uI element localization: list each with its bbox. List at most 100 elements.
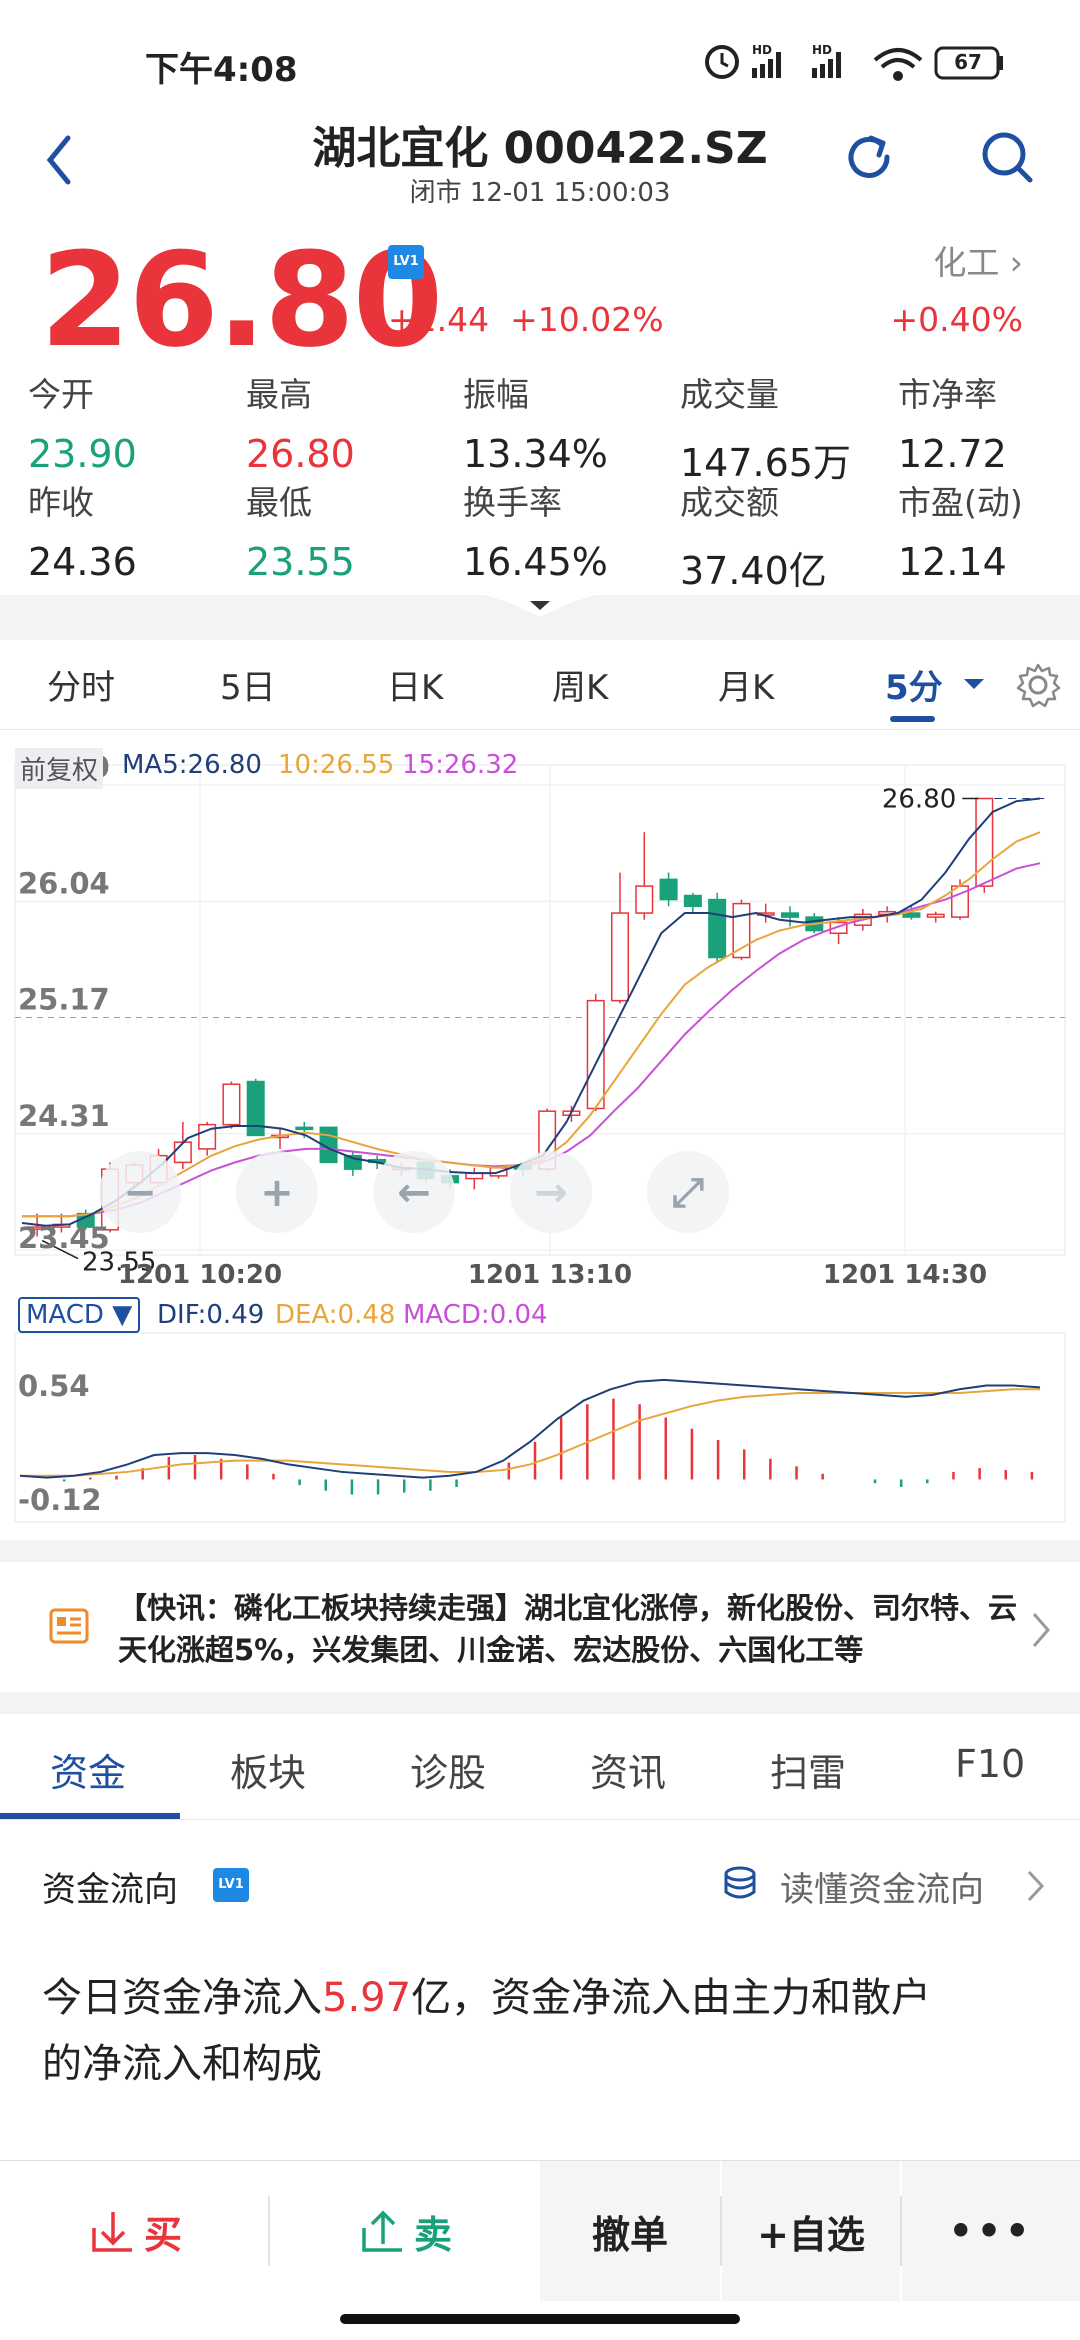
arrow-right-icon[interactable]: [510, 1151, 592, 1233]
zoom-out-icon[interactable]: [99, 1151, 181, 1233]
tab-risk-scan[interactable]: 扫雷: [770, 1751, 847, 1795]
divider: [268, 2196, 270, 2266]
news-flash[interactable]: 【快讯：磷化工板块持续走强】湖北宜化涨停，新化股份、司尔特、云天化涨超5%，兴发…: [0, 1565, 1080, 1690]
chevron-right-icon: [1027, 1870, 1045, 1902]
price-axis-label: 23.45: [18, 1221, 110, 1255]
sell-label: 卖: [413, 2212, 452, 2257]
tab-weekly-k[interactable]: 周K: [552, 668, 609, 708]
change-amount: +2.44: [388, 300, 490, 339]
candle-body: [610, 912, 630, 1002]
gear-icon[interactable]: [1015, 662, 1061, 708]
home-indicator: [340, 2314, 740, 2324]
tab-sector[interactable]: 板块: [230, 1751, 307, 1795]
tab-daily-k[interactable]: 日K: [387, 668, 444, 708]
level-badge: LV1: [388, 245, 424, 279]
search-button[interactable]: [980, 130, 1035, 185]
candle-body: [586, 999, 605, 1110]
candle-body: [708, 898, 727, 959]
candle-body: [635, 885, 654, 914]
section-divider: [0, 1540, 1080, 1562]
divider: [900, 2196, 902, 2266]
chevron-right-icon: [1032, 1613, 1050, 1647]
svg-text:HD: HD: [812, 43, 832, 57]
tab-monthly-k[interactable]: 月K: [718, 668, 775, 708]
stat-value: 16.45%: [463, 540, 608, 584]
sell-button[interactable]: 卖: [270, 2161, 540, 2301]
back-button[interactable]: [40, 130, 80, 190]
stat-value: 26.80: [246, 432, 355, 476]
tab-funds[interactable]: 资金: [50, 1751, 127, 1795]
fund-flow-summary: 今日资金净流入5.97亿，资金净流入由主力和散户 的净流入和构成: [42, 1965, 1042, 2097]
arrow-left-icon[interactable]: [373, 1151, 455, 1233]
status-icons: HD HD: [705, 43, 1003, 81]
status-bar: 下午4:08 HD HD 67: [0, 0, 1080, 115]
candle-body: [683, 894, 702, 908]
section-divider: [0, 1692, 1080, 1714]
change-percent: +10.02%: [510, 300, 664, 339]
macd-axis-label: -0.12: [18, 1483, 102, 1517]
stat-label: 最高: [246, 375, 312, 414]
price-axis-label: 25.17: [18, 983, 110, 1017]
bottom-tab-indicator: [0, 1813, 180, 1819]
fullscreen-icon-glyph: ⤢: [672, 1170, 704, 1216]
tab-5min[interactable]: 5分: [885, 668, 943, 708]
summary-prefix: 今日资金净流入: [42, 1975, 322, 2021]
stat-label: 换手率: [463, 483, 562, 522]
more-button[interactable]: •••: [902, 2161, 1080, 2301]
svg-text:HD: HD: [752, 43, 772, 57]
chart-period-tabs: 分时 5日 日K 周K 月K 5分: [0, 640, 1080, 730]
stat-value: 23.55: [246, 540, 355, 584]
stat-label: 振幅: [463, 375, 529, 414]
dropdown-icon[interactable]: [962, 675, 986, 693]
low-marker-line: [41, 1239, 79, 1260]
refresh-button[interactable]: [845, 130, 895, 185]
candle-body: [28, 1226, 47, 1230]
macd-value-legend: MACD:0.04: [403, 1300, 548, 1330]
low-marker-label: 23.55: [82, 1248, 156, 1278]
fullscreen-icon[interactable]: [647, 1151, 729, 1233]
cancel-order-button[interactable]: 撤单: [540, 2161, 720, 2301]
candle-body: [780, 912, 800, 918]
tab-news[interactable]: 资讯: [590, 1751, 667, 1795]
stat-value: 147.65万: [680, 441, 851, 485]
stat-value: 12.14: [898, 540, 1007, 584]
divider: [720, 2196, 722, 2266]
stat-value: 37.40亿: [680, 549, 827, 593]
coins-icon: [724, 1866, 756, 1899]
ma10-legend: 10:26.55: [278, 750, 395, 780]
tab-f10[interactable]: F10: [955, 1742, 1026, 1786]
tab-intraday[interactable]: 分时: [47, 668, 115, 708]
zoom-in-icon[interactable]: [236, 1151, 318, 1233]
stat-label: 成交额: [680, 483, 779, 522]
refresh-icon: [848, 135, 890, 178]
time-axis-label: 1201 13:10: [468, 1260, 632, 1290]
candle-body: [975, 797, 994, 887]
buy-label: 买: [143, 2212, 182, 2257]
fund-flow-help-link[interactable]: 读懂资金流向: [780, 1870, 984, 1910]
stats-expander[interactable]: [0, 595, 1080, 640]
stat-label: 市盈(动): [898, 483, 1023, 522]
adjust-mode[interactable]: 前复权: [15, 748, 104, 789]
macd-axis-label: 0.54: [18, 1369, 90, 1403]
sell-arrow-icon: [362, 2210, 402, 2252]
stat-value: 24.36: [28, 540, 137, 584]
quote-stats: 今开 23.90 最高 26.80 振幅 13.34% 成交量 147.65万 市净率 12.72…: [28, 370, 1068, 595]
buy-arrow-icon: [92, 2212, 132, 2252]
net-inflow-amount: 5.97: [322, 1975, 412, 2021]
tab-diagnosis[interactable]: 诊股: [410, 1751, 487, 1795]
macd-selector[interactable]: MACD ▼: [18, 1297, 141, 1333]
dea-legend: DEA:0.48: [275, 1300, 396, 1330]
sector-link[interactable]: 化工 ›: [933, 243, 1023, 282]
kline-chart[interactable]: 26.8023.5526.9026.0425.1724.3123.45−+←→⤢…: [0, 730, 1080, 1530]
time-axis-label: 1201 14:30: [823, 1260, 987, 1290]
buy-button[interactable]: 买: [0, 2161, 270, 2301]
market-status: 闭市 12-01 15:00:03: [409, 178, 671, 208]
add-watchlist-button[interactable]: +自选: [722, 2161, 900, 2301]
tab-5day[interactable]: 5日: [220, 668, 276, 708]
status-time: 下午4:08: [145, 50, 298, 90]
news-text: 【快讯：磷化工板块持续走强】湖北宜化涨停，新化股份、司尔特、云天化涨超5%，兴发…: [118, 1591, 1018, 1667]
candle-body: [926, 913, 945, 918]
candle-body: [198, 1123, 217, 1150]
stat-value: 13.34%: [463, 432, 608, 476]
candle-body: [732, 902, 751, 959]
